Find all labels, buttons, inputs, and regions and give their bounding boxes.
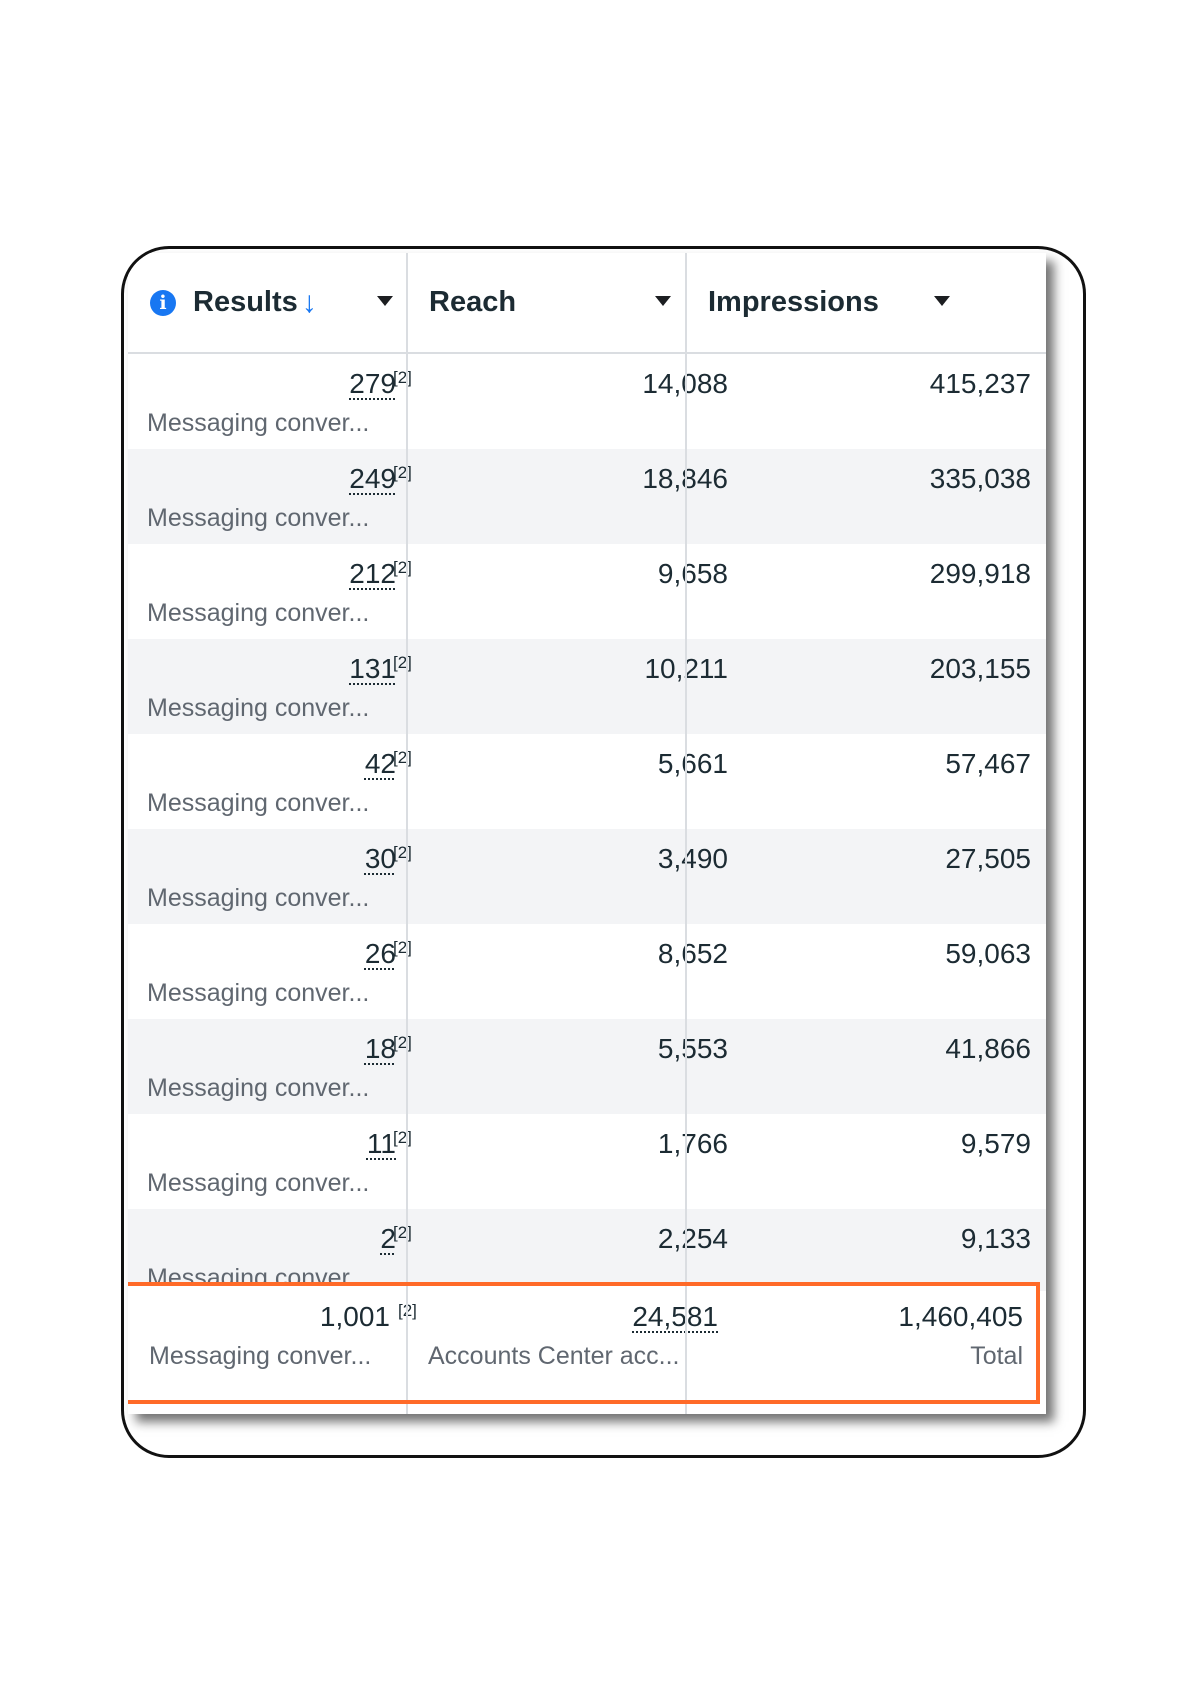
results-note: [2] — [393, 653, 412, 672]
results-value[interactable]: 30 — [364, 843, 396, 874]
result-type: Messaging conver... — [147, 599, 370, 627]
ads-report-table: i Results ↓ Reach Impressions 279 [2] Mess… — [128, 253, 1046, 1414]
column-header-results[interactable]: i Results ↓ — [150, 253, 317, 352]
total-impressions-sub: Total — [970, 1342, 1023, 1370]
column-divider — [406, 253, 408, 1414]
table-row: 249 [2] Messaging conver... 18,846 335,038 — [128, 449, 1046, 544]
rounded-frame: i Results ↓ Reach Impressions 279 [2] Mess… — [121, 246, 1086, 1458]
results-value[interactable]: 11 — [366, 1128, 396, 1159]
results-note: [2] — [393, 1033, 412, 1052]
table-row: 279 [2] Messaging conver... 14,088 415,237 — [128, 354, 1046, 449]
table-row: 30 [2] Messaging conver... 3,490 27,505 — [128, 829, 1046, 924]
impressions-value: 335,038 — [929, 463, 1031, 494]
column-divider — [685, 253, 687, 1414]
total-results-sub: Messaging conver... — [149, 1342, 372, 1370]
table-body: 279 [2] Messaging conver... 14,088 415,237 24… — [128, 354, 1046, 1291]
impressions-dropdown-icon[interactable] — [934, 296, 950, 306]
reach-value: 8,652 — [657, 938, 728, 969]
impressions-value: 203,155 — [929, 653, 1031, 684]
results-value[interactable]: 2 — [380, 1223, 396, 1254]
results-note: [2] — [393, 748, 412, 767]
table-row: 212 [2] Messaging conver... 9,658 299,918 — [128, 544, 1046, 639]
result-type: Messaging conver... — [147, 504, 370, 532]
column-divider — [406, 1286, 408, 1400]
results-note: [2] — [393, 1128, 412, 1147]
table-row: 18 [2] Messaging conver... 5,553 41,866 — [128, 1019, 1046, 1114]
total-results: 1,001 — [319, 1301, 390, 1332]
impressions-value: 41,866 — [945, 1033, 1031, 1064]
results-value[interactable]: 18 — [364, 1033, 396, 1064]
reach-header-label: Reach — [429, 286, 517, 318]
impressions-value: 9,133 — [960, 1223, 1031, 1254]
reach-value: 2,254 — [657, 1223, 728, 1254]
results-note: [2] — [393, 938, 412, 957]
results-note: [2] — [393, 843, 412, 862]
table-row: 11 [2] Messaging conver... 1,766 9,579 — [128, 1114, 1046, 1209]
results-value[interactable]: 42 — [364, 748, 396, 779]
results-value[interactable]: 279 — [349, 368, 396, 399]
table-row: 131[2]Messaging conver...10,211203,155 — [128, 639, 1046, 734]
table-row: 26 [2] Messaging conver... 8,652 59,063 — [128, 924, 1046, 1019]
impressions-value: 59,063 — [945, 938, 1031, 969]
reach-value: 1,766 — [657, 1128, 728, 1159]
result-type: Messaging conver... — [147, 979, 370, 1007]
results-value[interactable]: 131 — [349, 653, 396, 684]
results-dropdown-icon[interactable] — [377, 296, 393, 306]
column-header-impressions[interactable]: Impressions — [708, 253, 879, 352]
results-note: [2] — [393, 368, 412, 387]
result-type: Messaging conver... — [147, 789, 370, 817]
total-reach-sub: Accounts Center acc... — [428, 1342, 680, 1370]
result-type: Messaging conver... — [147, 1169, 370, 1197]
impressions-value: 299,918 — [929, 558, 1031, 589]
impressions-value: 415,237 — [929, 368, 1031, 399]
impressions-value: 9,579 — [960, 1128, 1031, 1159]
arrow-down-icon[interactable]: ↓ — [301, 285, 317, 319]
column-divider — [685, 1286, 687, 1400]
results-note: [2] — [393, 558, 412, 577]
info-icon[interactable]: i — [150, 289, 176, 316]
result-type: Messaging conver... — [147, 694, 370, 722]
totals-row: 1,001 [2] Messaging conver... 24,581 Acc… — [128, 1282, 1040, 1404]
total-reach[interactable]: 24,581 — [632, 1301, 718, 1332]
results-header-label: Results — [193, 286, 298, 318]
result-type: Messaging conver... — [147, 884, 370, 912]
result-type: Messaging conver... — [147, 1074, 370, 1102]
reach-value: 5,553 — [657, 1033, 728, 1064]
impressions-value: 27,505 — [945, 843, 1031, 874]
column-header-reach[interactable]: Reach — [429, 253, 516, 352]
impressions-header-label: Impressions — [708, 286, 879, 318]
results-value[interactable]: 26 — [364, 938, 396, 969]
results-value[interactable]: 249 — [349, 463, 396, 494]
result-type: Messaging conver... — [147, 409, 370, 437]
results-note: [2] — [393, 463, 412, 482]
reach-value: 5,661 — [657, 748, 728, 779]
table-row: 2 [2] Messaging conver... 2,254 9,133 — [128, 1209, 1046, 1291]
reach-value: 9,658 — [657, 558, 728, 589]
impressions-value: 57,467 — [945, 748, 1031, 779]
table-header: i Results ↓ Reach Impressions — [128, 253, 1046, 354]
reach-dropdown-icon[interactable] — [655, 296, 671, 306]
total-impressions: 1,460,405 — [898, 1301, 1023, 1332]
table-row: 42 [2] Messaging conver... 5,661 57,467 — [128, 734, 1046, 829]
results-note: [2] — [393, 1223, 412, 1242]
reach-value: 3,490 — [657, 843, 728, 874]
results-value[interactable]: 212 — [349, 558, 396, 589]
